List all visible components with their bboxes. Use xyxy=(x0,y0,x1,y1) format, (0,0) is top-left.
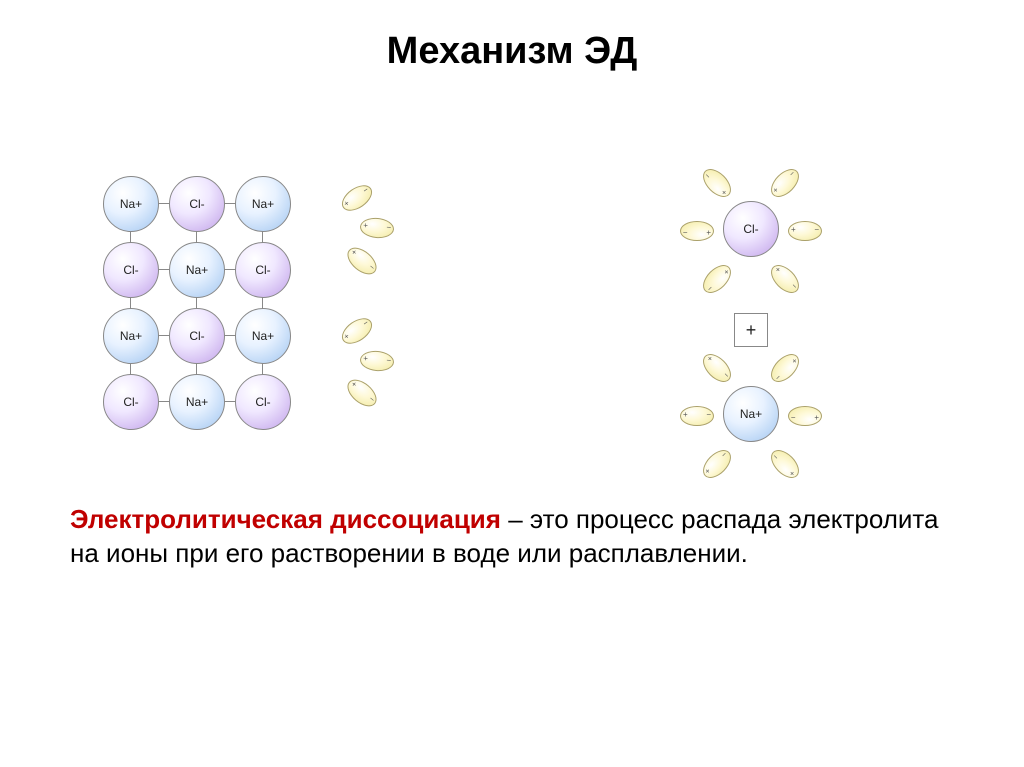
sodium-ion: Na+ xyxy=(169,374,225,430)
chloride-ion: Cl- xyxy=(169,308,225,364)
water-molecule xyxy=(337,313,376,349)
water-molecule xyxy=(680,221,714,241)
chloride-ion: Cl- xyxy=(235,242,291,298)
water-molecule xyxy=(766,349,804,387)
sodium-ion: Na+ xyxy=(723,386,779,442)
chloride-ion: Cl- xyxy=(169,176,225,232)
definition-text: Электролитическая диссоциация – это проц… xyxy=(0,493,1024,571)
water-molecule xyxy=(766,445,804,483)
sodium-ion: Na+ xyxy=(103,308,159,364)
water-molecule xyxy=(698,164,736,202)
water-molecule xyxy=(359,217,395,240)
water-molecule xyxy=(680,406,714,426)
water-molecule xyxy=(788,221,822,241)
water-molecule xyxy=(766,164,804,202)
water-molecule xyxy=(788,406,822,426)
water-molecule xyxy=(766,260,804,298)
page-title: Механизм ЭД xyxy=(0,0,1024,73)
sodium-ion: Na+ xyxy=(103,176,159,232)
water-molecule xyxy=(359,350,395,373)
sodium-ion: Na+ xyxy=(235,176,291,232)
sodium-ion: Na+ xyxy=(235,308,291,364)
chloride-ion: Cl- xyxy=(103,242,159,298)
sodium-ion: Na+ xyxy=(169,242,225,298)
chloride-ion: Cl- xyxy=(103,374,159,430)
chloride-ion: Cl- xyxy=(723,201,779,257)
chloride-ion: Cl- xyxy=(235,374,291,430)
plus-symbol: + xyxy=(734,313,768,347)
water-molecule xyxy=(698,445,736,483)
water-molecule xyxy=(343,242,382,279)
water-molecule xyxy=(698,349,736,387)
water-molecule xyxy=(698,260,736,298)
term-label: Электролитическая диссоциация xyxy=(70,504,501,534)
water-molecule xyxy=(343,374,382,411)
water-molecule xyxy=(337,180,376,216)
diagram-area: Na+Cl-Na+Cl-Na+Cl-Na+Cl-Na+Cl-Na+Cl-Cl-+… xyxy=(0,73,1024,493)
